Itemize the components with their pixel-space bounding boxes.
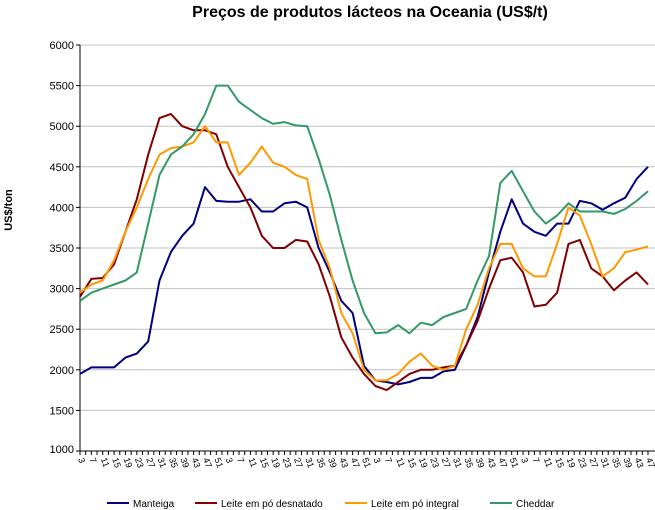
series-line-leite-em-p-integral [79,125,649,382]
x-tick-label: 47 [349,456,362,469]
x-tick-label: 3 [519,456,530,464]
x-tick-label: 27 [144,456,157,469]
x-tick-label: 11 [542,456,555,468]
x-tick-label: 11 [247,456,260,468]
x-tick-label: 27 [292,456,305,469]
x-tick-label: 3 [371,456,382,464]
legend: Manteiga Leite em pó desnatado Leite em pó… [107,499,555,510]
x-tick-label: 43 [485,456,498,469]
x-tick-label: 7 [235,456,246,464]
chart-title: Preços de produtos lácteos na Oceania (U… [192,4,548,21]
y-tick-label: 1000 [50,444,74,456]
x-tick-label: 19 [417,456,430,469]
legend-label: Cheddar [516,499,555,510]
x-tick-label: 43 [190,456,203,469]
y-tick-label: 1500 [50,405,74,417]
x-tick-label: 19 [122,456,135,469]
x-tick-label: 11 [394,456,407,468]
x-tick-label: 35 [167,456,180,469]
x-tick-label: 23 [281,456,294,469]
x-tick-label: 23 [428,456,441,469]
y-axis-label: US$/ton [3,189,15,231]
y-tick-label: 4500 [50,162,74,174]
x-tick-label: 3 [76,456,87,464]
x-tick-label: 11 [99,456,112,468]
x-tick-label: 39 [474,456,487,469]
x-tick-label: 7 [531,456,542,464]
series-line-manteiga [79,166,649,386]
x-tick-label: 39 [326,456,339,469]
x-tick-label: 15 [110,456,123,469]
x-tick-label: 39 [178,456,191,469]
x-tick-label: 43 [337,456,350,469]
x-tick-label: 47 [201,456,214,469]
y-tick-label: 5000 [50,121,74,133]
legend-label: Manteiga [133,499,175,510]
y-tick-label: 5500 [50,81,74,93]
legend-label: Leite em pó integral [371,499,459,510]
series-line-leite-em-p-desnatado [79,113,649,392]
series-line-cheddar [79,84,649,335]
y-tick-label: 2000 [50,365,74,377]
y-tick-label: 6000 [50,40,74,52]
x-tick-label: 23 [133,456,146,469]
x-tick-label: 15 [406,456,419,469]
y-tick-label: 2500 [50,324,74,336]
x-tick-label: 39 [621,456,634,469]
x-tick-label: 35 [610,456,623,469]
x-tick-label: 7 [87,456,98,464]
x-tick-label: 15 [553,456,566,469]
x-tick-label: 19 [269,456,282,469]
x-tick-label: 35 [462,456,475,469]
x-tick-label: 51 [508,456,521,469]
x-tick-label: 31 [303,456,316,469]
x-tick-label: 51 [360,456,373,469]
y-tick-label: 3500 [50,243,74,255]
legend-label: Leite em pó desnatado [221,499,323,510]
x-tick-label: 35 [315,456,328,469]
x-tick-label: 3 [224,456,235,464]
axes: 1000 1500 2000 2500 3000 3500 4000 4500 5000 5500… [50,40,655,469]
x-tick-label: 31 [451,456,464,469]
series [79,84,649,392]
x-tick-label: 7 [383,456,394,464]
x-tick-label: 31 [156,456,169,469]
x-tick-label: 51 [212,456,225,469]
x-tick-label: 47 [644,456,655,469]
y-tick-label: 3000 [50,284,74,296]
x-tick-label: 31 [599,456,612,469]
x-tick-label: 27 [440,456,453,469]
x-tick-label: 27 [587,456,600,469]
grid [80,44,655,411]
x-tick-label: 15 [258,456,271,469]
x-tick-label: 23 [576,456,589,469]
x-tick-label: 47 [496,456,509,469]
x-tick-label: 19 [565,456,578,469]
y-tick-label: 4000 [50,202,74,214]
x-tick-label: 43 [633,456,646,469]
